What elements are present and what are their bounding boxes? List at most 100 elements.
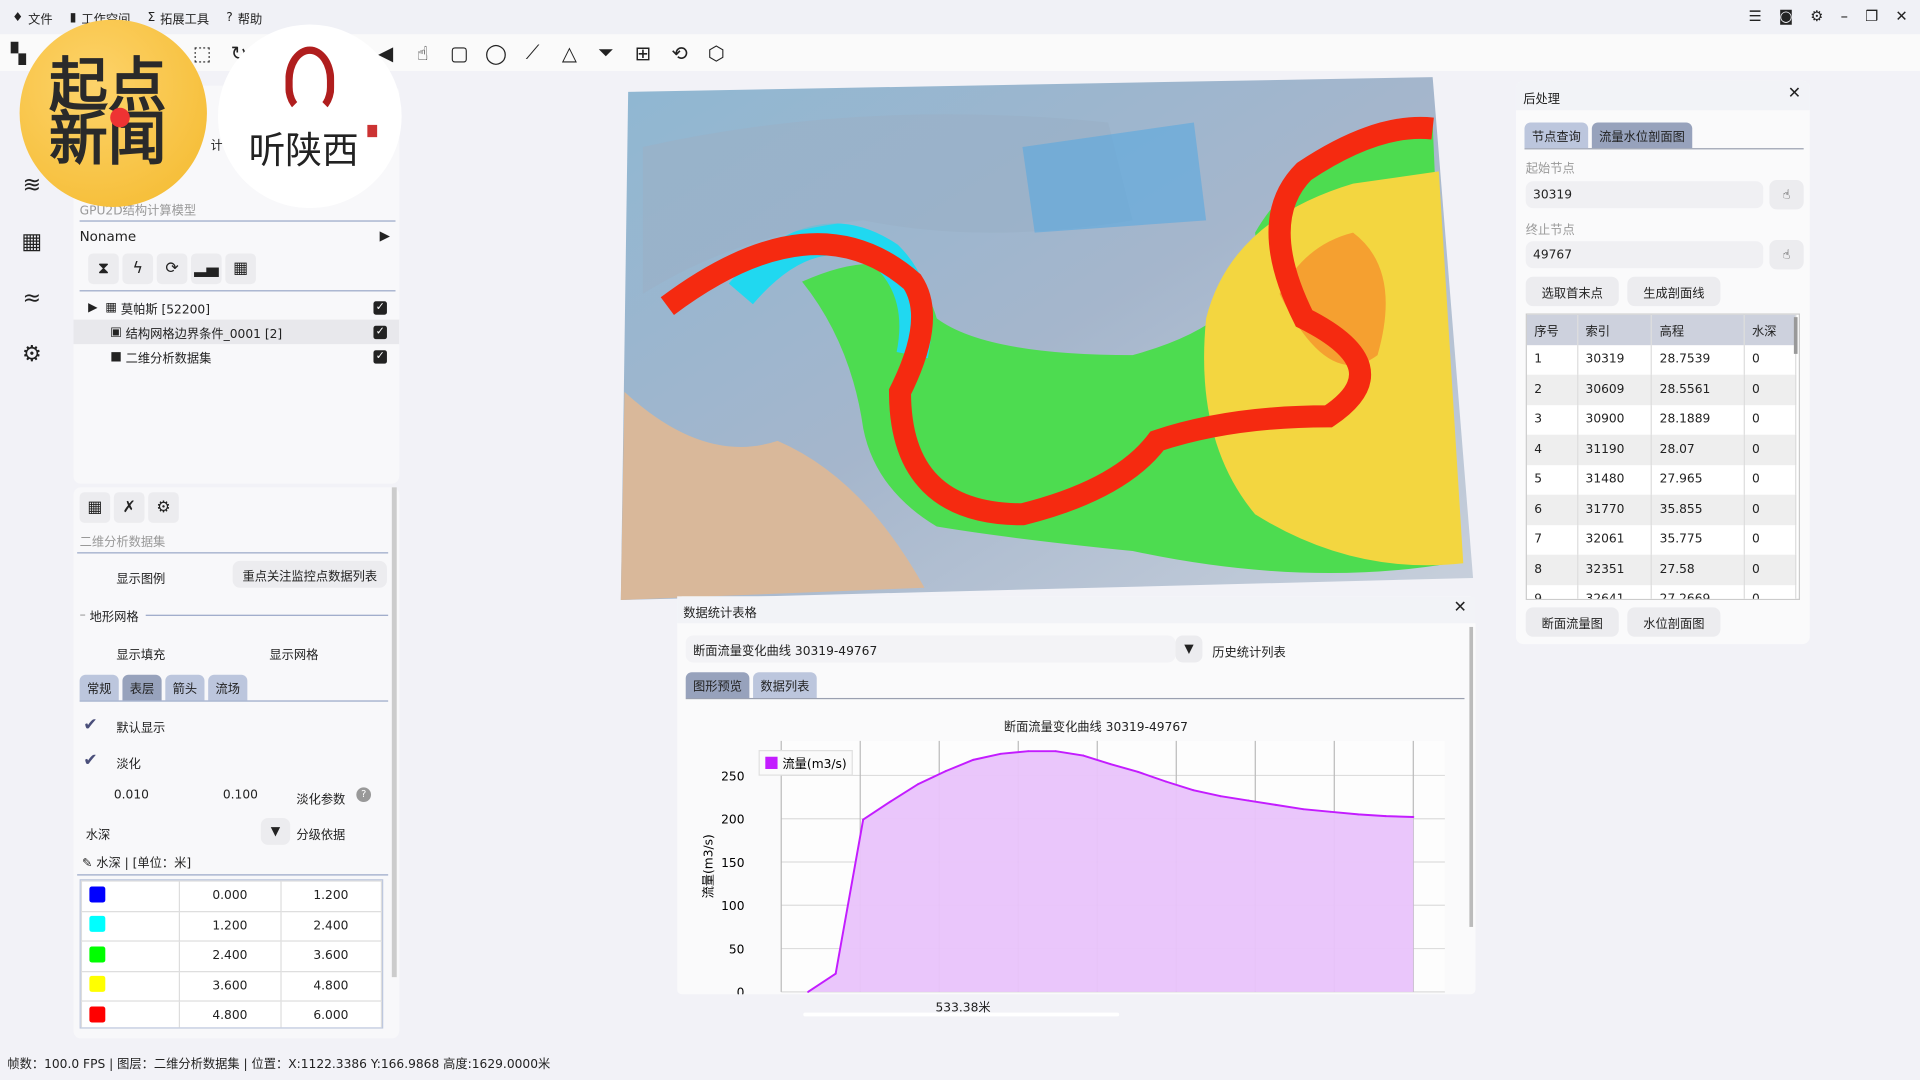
filter-icon[interactable]: ⏷	[598, 40, 614, 64]
rect-select-icon[interactable]: ▢	[449, 41, 469, 65]
tools-icon[interactable]: ✗	[113, 492, 145, 523]
scrollbar[interactable]	[1469, 626, 1474, 927]
table-row[interactable]: 5 31480 27.965 0	[1526, 464, 1797, 495]
history-list-link[interactable]: 历史统计列表	[1212, 646, 1286, 661]
flow-chart: 断面流量变化曲线 30319-49767 0 50 100 150 200 250 流量(m3…	[702, 719, 1445, 994]
menu-extensions[interactable]: Σ 拓展工具	[147, 10, 210, 27]
water-level-button[interactable]: 水位剖面图	[1627, 607, 1721, 637]
check-icon[interactable]: ✔	[83, 715, 98, 735]
expand-arrow-icon[interactable]: ▶	[88, 300, 98, 315]
tab-arrow[interactable]: 箭头	[165, 674, 205, 701]
tab-flowfield[interactable]: 流场	[208, 674, 248, 701]
tab-graph-preview[interactable]: 图形预览	[685, 672, 750, 698]
hourglass-icon[interactable]: ⧗	[88, 253, 119, 285]
table-row[interactable]: 7 32061 35.775 0	[1526, 524, 1797, 555]
table-row[interactable]: 3 30900 28.1889 0	[1526, 404, 1797, 435]
column-header[interactable]: 序号	[1526, 314, 1579, 345]
camera-icon[interactable]: ◙	[1778, 7, 1794, 25]
list-icon[interactable]: ☰	[1748, 7, 1762, 25]
curve-select[interactable]: 断面流量变化曲线 30319-49767	[685, 635, 1176, 663]
check-icon[interactable]: ✔	[83, 750, 98, 771]
flood-map-viewport[interactable]	[618, 73, 1481, 606]
table-icon[interactable]: ▦	[225, 253, 256, 285]
horizontal-scrollbar[interactable]	[803, 1012, 1120, 1017]
table-row[interactable]: 1 30319 28.7539 0	[1526, 344, 1797, 375]
select-region-icon[interactable]: ⬚	[192, 41, 212, 65]
color-swatch[interactable]	[89, 946, 106, 963]
fade-max-input[interactable]: 0.100	[222, 788, 258, 803]
edit-icon[interactable]: ✎	[82, 857, 93, 871]
checkbox[interactable]: ✓	[373, 325, 387, 339]
lightning-icon[interactable]: ϟ	[122, 253, 154, 285]
dropdown-arrow-icon[interactable]: ▼	[260, 817, 291, 845]
zoom-region-icon[interactable]: ⊞	[634, 41, 652, 65]
gear-icon[interactable]: ⚙	[1810, 7, 1824, 25]
cube-icon[interactable]: ⬡	[707, 41, 725, 65]
tree-item[interactable]: ▣ 结构网格边界条件_0001 [2] ✓	[73, 319, 400, 345]
sidebar-rail: ≋ ▦ ≈ ⚙	[0, 71, 64, 1044]
color-swatch[interactable]	[89, 886, 106, 903]
tab-profile[interactable]: 流量水位剖面图	[1591, 122, 1693, 149]
end-node-input[interactable]: 49767	[1525, 241, 1764, 269]
menu-file[interactable]: ♦ 文件	[12, 10, 53, 27]
scrollbar[interactable]	[1793, 317, 1798, 354]
column-header[interactable]: 高程	[1651, 314, 1745, 345]
generate-profile-button[interactable]: 生成剖面线	[1627, 276, 1721, 307]
pointer-select-icon[interactable]: ☝	[416, 41, 429, 65]
table-row[interactable]: 6 31770 35.855 0	[1526, 494, 1797, 525]
table-icon[interactable]: ▦	[79, 492, 111, 523]
tab-node-query[interactable]: 节点查询	[1524, 122, 1589, 149]
data-point	[1384, 815, 1387, 818]
help-icon[interactable]: ?	[356, 787, 372, 803]
grade-select[interactable]: 水深	[85, 828, 111, 843]
dropdown-arrow-icon[interactable]: ▼	[1175, 635, 1203, 663]
minimize-icon[interactable]: –	[1840, 7, 1848, 25]
restore-icon[interactable]: ❐	[1865, 7, 1879, 25]
show-fill-toggle[interactable]: 显示填充	[116, 648, 166, 663]
tab-surface[interactable]: 表层	[122, 674, 162, 701]
table-row[interactable]: 8 32351 27.58 0	[1526, 554, 1797, 585]
close-icon[interactable]: ✕	[1787, 84, 1802, 103]
polyline-icon[interactable]: ⟋	[525, 40, 540, 64]
pick-point-icon[interactable]: ☝	[1769, 240, 1804, 270]
column-header[interactable]: 索引	[1577, 314, 1653, 345]
table-row[interactable]: 9 32641 27.2669 0	[1526, 584, 1797, 599]
section-flow-button[interactable]: 断面流量图	[1525, 607, 1619, 637]
show-legend-toggle[interactable]: 显示图例	[116, 573, 166, 587]
data-point	[1329, 810, 1332, 813]
grid-map-icon[interactable]: ▦	[21, 228, 43, 255]
color-swatch[interactable]	[89, 976, 106, 993]
menu-help[interactable]: ? 帮助	[226, 10, 263, 27]
settings-icon[interactable]: ⚙	[21, 341, 42, 367]
chart-icon[interactable]: ▂▄	[191, 253, 222, 285]
apps-icon[interactable]: ▚	[10, 41, 26, 65]
color-swatch[interactable]	[89, 916, 106, 933]
table-row[interactable]: 2 30609 28.5561 0	[1526, 374, 1797, 405]
tree-item[interactable]: ▶ ▦ 莫帕斯 [52200] ✓	[73, 295, 399, 319]
circle-select-icon[interactable]: ◯	[484, 41, 507, 65]
show-grid-toggle[interactable]: 显示网格	[269, 648, 319, 663]
pick-endpoints-button[interactable]: 选取首末点	[1525, 276, 1619, 307]
monitor-list-button[interactable]: 重点关注监控点数据列表	[232, 560, 387, 588]
pick-point-icon[interactable]: ☝	[1769, 180, 1804, 210]
fade-min-input[interactable]: 0.010	[113, 788, 149, 803]
layers-icon[interactable]: ≋	[22, 172, 42, 198]
tree-item[interactable]: ■ 二维分析数据集 ✓	[73, 344, 399, 368]
gear-icon[interactable]: ⚙	[148, 492, 179, 523]
polygon-icon[interactable]: △	[561, 41, 577, 65]
scrollbar[interactable]	[391, 487, 397, 978]
expand-icon[interactable]: ▶	[379, 227, 390, 244]
start-node-input[interactable]: 30319	[1525, 181, 1764, 209]
checkbox[interactable]: ✓	[373, 300, 387, 315]
close-icon[interactable]: ✕	[1895, 7, 1908, 25]
column-header[interactable]: 水深	[1744, 314, 1797, 345]
tab-general[interactable]: 常规	[79, 674, 119, 701]
checkbox[interactable]: ✓	[373, 349, 387, 364]
flow-icon[interactable]: ≈	[22, 284, 42, 311]
tab-data-list[interactable]: 数据列表	[753, 672, 817, 698]
refresh-icon[interactable]: ⟳	[156, 253, 188, 285]
close-icon[interactable]: ✕	[1453, 598, 1467, 618]
table-row[interactable]: 4 31190 28.07 0	[1526, 434, 1797, 465]
region-refresh-icon[interactable]: ⟲	[671, 41, 688, 65]
color-swatch[interactable]	[89, 1006, 106, 1023]
